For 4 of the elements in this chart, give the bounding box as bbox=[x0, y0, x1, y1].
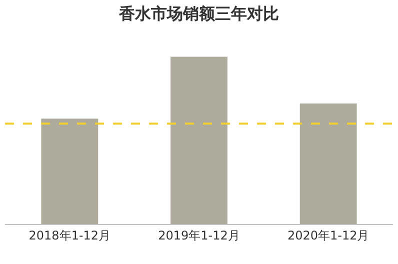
x-tick-label: 2019年1-12月 bbox=[158, 228, 240, 242]
x-tick-label: 2020年1-12月 bbox=[287, 228, 370, 242]
x-tick-label: 2018年1-12月 bbox=[28, 228, 111, 242]
chart-title: 香水市场销额三年对比 bbox=[118, 4, 279, 24]
